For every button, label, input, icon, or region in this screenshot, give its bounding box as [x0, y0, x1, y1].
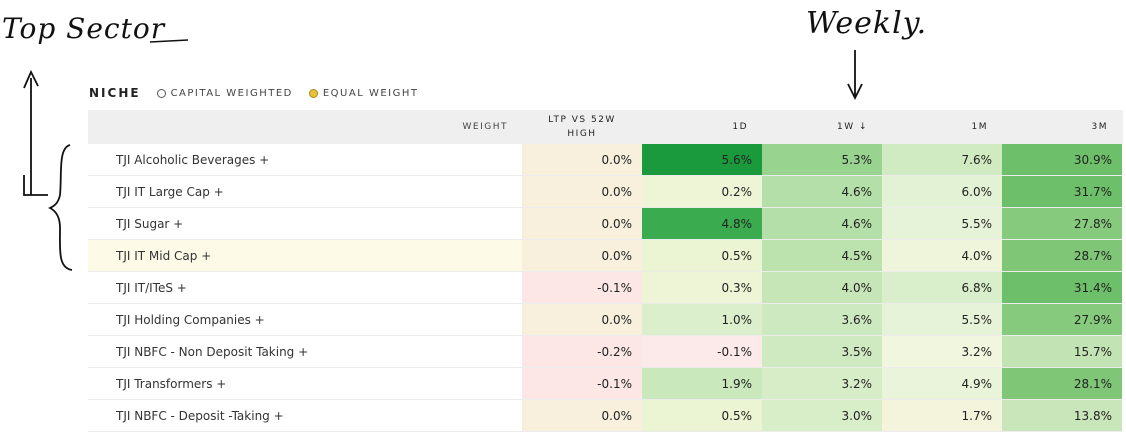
ltp-cell: -0.1% — [522, 272, 642, 303]
table-row[interactable]: TJI Holding Companies + 0.0% 1.0% 3.6% 5.5% 2… — [88, 304, 1123, 336]
capital-weighted-label: CAPITAL WEIGHTED — [170, 87, 293, 99]
ltp-cell: 0.0% — [522, 208, 642, 239]
annotation-down-arrow — [847, 50, 863, 101]
radio-selected-icon — [308, 88, 318, 98]
return-1m-cell: 6.0% — [882, 176, 1002, 207]
return-1w-cell: 4.0% — [762, 272, 882, 303]
sector-name[interactable]: TJI Transformers + — [116, 376, 227, 391]
weight-cell — [400, 368, 522, 399]
table-row[interactable]: TJI IT/ITeS + -0.1% 0.3% 4.0% 6.8% 31.4% — [88, 272, 1123, 304]
return-1d-cell: 0.2% — [642, 176, 762, 207]
equal-weight-label: EQUAL WEIGHT — [322, 87, 419, 99]
section-title: NICHE — [89, 86, 141, 100]
sector-table: WEIGHT LTP VS 52W HIGH 1D 1W ↓ 1M 3M TJI… — [88, 110, 1123, 432]
ltp-cell: 0.0% — [522, 400, 642, 431]
header-1w[interactable]: 1W ↓ — [836, 122, 868, 132]
weight-cell — [400, 240, 522, 271]
view-controls: NICHE CAPITAL WEIGHTED EQUAL WEIGHT — [89, 86, 434, 100]
return-1m-cell: 1.7% — [882, 400, 1002, 431]
ltp-cell: 0.0% — [522, 240, 642, 271]
return-1w-cell: 3.5% — [762, 336, 882, 367]
sector-name[interactable]: TJI NBFC - Non Deposit Taking + — [116, 344, 309, 359]
capital-weighted-radio[interactable]: CAPITAL WEIGHTED — [156, 87, 293, 99]
return-1w-cell: 3.0% — [762, 400, 882, 431]
sector-name[interactable]: TJI NBFC - Deposit -Taking + — [116, 408, 284, 423]
weight-cell — [400, 208, 522, 239]
annotation-underline — [149, 39, 189, 43]
annotation-weekly: Weekly. — [806, 6, 928, 41]
return-1m-cell: 5.5% — [882, 304, 1002, 335]
return-1m-cell: 4.9% — [882, 368, 1002, 399]
weight-cell — [400, 304, 522, 335]
return-1d-cell: 4.8% — [642, 208, 762, 239]
weight-cell — [400, 176, 522, 207]
table-header: WEIGHT LTP VS 52W HIGH 1D 1W ↓ 1M 3M — [88, 110, 1123, 144]
annotation-l-stroke — [23, 175, 48, 196]
return-1m-cell: 5.5% — [882, 208, 1002, 239]
return-1d-cell: 1.9% — [642, 368, 762, 399]
return-3m-cell: 31.7% — [1002, 176, 1122, 207]
sector-name[interactable]: TJI IT Mid Cap + — [116, 248, 212, 263]
table-row[interactable]: TJI NBFC - Non Deposit Taking + -0.2% -0.1… — [88, 336, 1123, 368]
table-row[interactable]: TJI Transformers + -0.1% 1.9% 3.2% 4.9% 28.1% — [88, 368, 1123, 400]
return-1m-cell: 4.0% — [882, 240, 1002, 271]
return-1w-cell: 3.2% — [762, 368, 882, 399]
weight-cell — [400, 336, 522, 367]
table-row[interactable]: TJI Alcoholic Beverages + 0.0% 5.6% 5.3% 7.6… — [88, 144, 1123, 176]
return-3m-cell: 28.1% — [1002, 368, 1122, 399]
weight-cell — [400, 144, 522, 175]
sector-name[interactable]: TJI IT Large Cap + — [116, 184, 224, 199]
header-1m[interactable]: 1M — [971, 122, 988, 132]
ltp-cell: -0.2% — [522, 336, 642, 367]
weight-cell — [400, 272, 522, 303]
annotation-up-arrow — [23, 69, 39, 195]
return-1d-cell: 5.6% — [642, 144, 762, 175]
return-3m-cell: 30.9% — [1002, 144, 1122, 175]
return-3m-cell: 27.9% — [1002, 304, 1122, 335]
sector-name[interactable]: TJI Sugar + — [116, 216, 184, 231]
ltp-cell: 0.0% — [522, 304, 642, 335]
table-row[interactable]: TJI IT Mid Cap + 0.0% 0.5% 4.5% 4.0% 28.7% — [88, 240, 1123, 272]
radio-circle-icon — [156, 88, 166, 98]
header-ltp[interactable]: LTP VS 52W HIGH — [548, 115, 616, 139]
annotation-top-sector: Top Sector — [2, 12, 166, 45]
equal-weight-radio[interactable]: EQUAL WEIGHT — [308, 87, 419, 99]
ltp-cell: 0.0% — [522, 144, 642, 175]
sector-name[interactable]: TJI IT/ITeS + — [116, 280, 187, 295]
sector-name[interactable]: TJI Alcoholic Beverages + — [116, 152, 270, 167]
return-3m-cell: 31.4% — [1002, 272, 1122, 303]
header-1d[interactable]: 1D — [732, 122, 748, 132]
header-name — [88, 110, 400, 144]
return-1w-cell: 3.6% — [762, 304, 882, 335]
return-1w-cell: 5.3% — [762, 144, 882, 175]
annotation-brace — [47, 144, 73, 271]
ltp-cell: -0.1% — [522, 368, 642, 399]
return-1w-cell: 4.6% — [762, 208, 882, 239]
return-3m-cell: 27.8% — [1002, 208, 1122, 239]
ltp-cell: 0.0% — [522, 176, 642, 207]
sector-name[interactable]: TJI Holding Companies + — [116, 312, 265, 327]
return-1d-cell: 0.5% — [642, 240, 762, 271]
header-weight[interactable]: WEIGHT — [462, 122, 508, 132]
return-1d-cell: 1.0% — [642, 304, 762, 335]
return-1m-cell: 7.6% — [882, 144, 1002, 175]
header-3m[interactable]: 3M — [1091, 122, 1108, 132]
return-3m-cell: 13.8% — [1002, 400, 1122, 431]
table-row[interactable]: TJI NBFC - Deposit -Taking + 0.0% 0.5% 3.0%… — [88, 400, 1123, 432]
return-1m-cell: 6.8% — [882, 272, 1002, 303]
table-body: TJI Alcoholic Beverages +0.0% 5.6% 5.3% 7.6… — [88, 144, 1123, 432]
table-row[interactable]: TJI IT Large Cap + 0.0% 0.2% 4.6% 6.0% 31.7% — [88, 176, 1123, 208]
return-1d-cell: -0.1% — [642, 336, 762, 367]
return-1d-cell: 0.5% — [642, 400, 762, 431]
return-3m-cell: 28.7% — [1002, 240, 1122, 271]
table-row[interactable]: TJI Sugar + 0.0% 4.8% 4.6% 5.5% 27.8% — [88, 208, 1123, 240]
return-1d-cell: 0.3% — [642, 272, 762, 303]
return-3m-cell: 15.7% — [1002, 336, 1122, 367]
weight-cell — [400, 400, 522, 431]
return-1w-cell: 4.6% — [762, 176, 882, 207]
return-1w-cell: 4.5% — [762, 240, 882, 271]
return-1m-cell: 3.2% — [882, 336, 1002, 367]
